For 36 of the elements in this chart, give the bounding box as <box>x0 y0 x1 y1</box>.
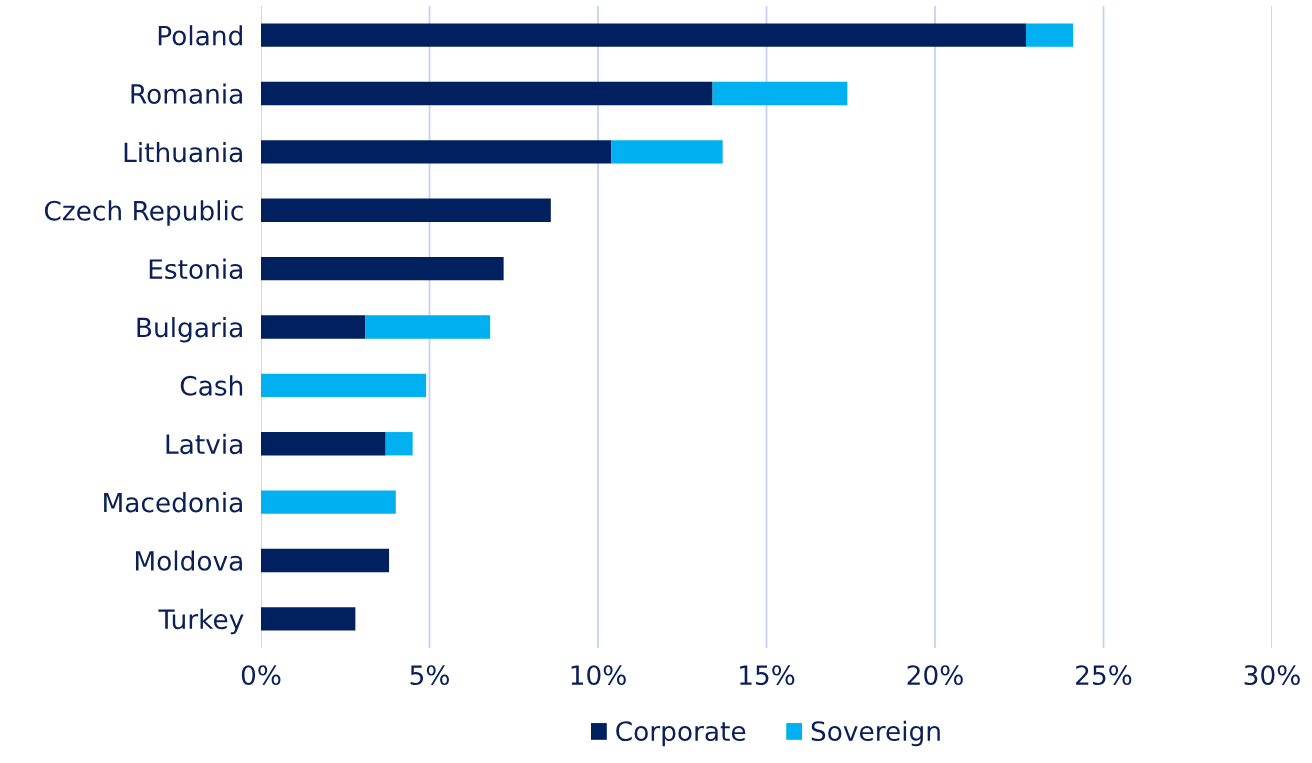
bar <box>261 548 390 573</box>
x-tick-label: 5% <box>410 665 449 686</box>
x-tick-label: 20% <box>907 665 963 686</box>
y-tick-label: Cash <box>180 375 243 396</box>
legend-label: Corporate <box>616 721 746 747</box>
bar <box>365 315 491 339</box>
bar <box>261 256 504 281</box>
x-tick-label: 10% <box>571 665 626 686</box>
bar <box>261 198 551 222</box>
bar <box>1025 23 1074 47</box>
bar <box>261 140 612 164</box>
bar <box>611 140 723 164</box>
y-tick-label: Macedonia <box>104 492 242 513</box>
bar <box>261 490 396 514</box>
x-tick-label: 30% <box>1244 665 1300 686</box>
y-tick-label: Moldova <box>135 550 242 571</box>
y-tick-label: Romania <box>131 83 242 104</box>
x-tick-label: 15% <box>740 665 795 686</box>
y-tick-label: Poland <box>158 25 242 46</box>
legend-label: Sovereign <box>811 720 940 747</box>
y-tick-label: Bulgaria <box>137 316 242 343</box>
bar <box>261 373 427 398</box>
bar <box>261 315 366 339</box>
bar <box>385 432 413 456</box>
bar <box>712 81 848 106</box>
y-tick-label: Czech Republic <box>44 200 243 226</box>
bar <box>261 432 386 456</box>
bar <box>261 607 356 631</box>
y-tick-label: Latvia <box>166 433 242 455</box>
bar <box>261 81 713 106</box>
y-tick-label: Lithuania <box>124 141 242 163</box>
y-tick-label: Turkey <box>158 608 244 635</box>
x-tick-label: 0% <box>241 665 281 686</box>
x-tick-label: 25% <box>1076 665 1132 686</box>
bar <box>261 23 1026 47</box>
y-tick-label: Estonia <box>149 258 242 280</box>
